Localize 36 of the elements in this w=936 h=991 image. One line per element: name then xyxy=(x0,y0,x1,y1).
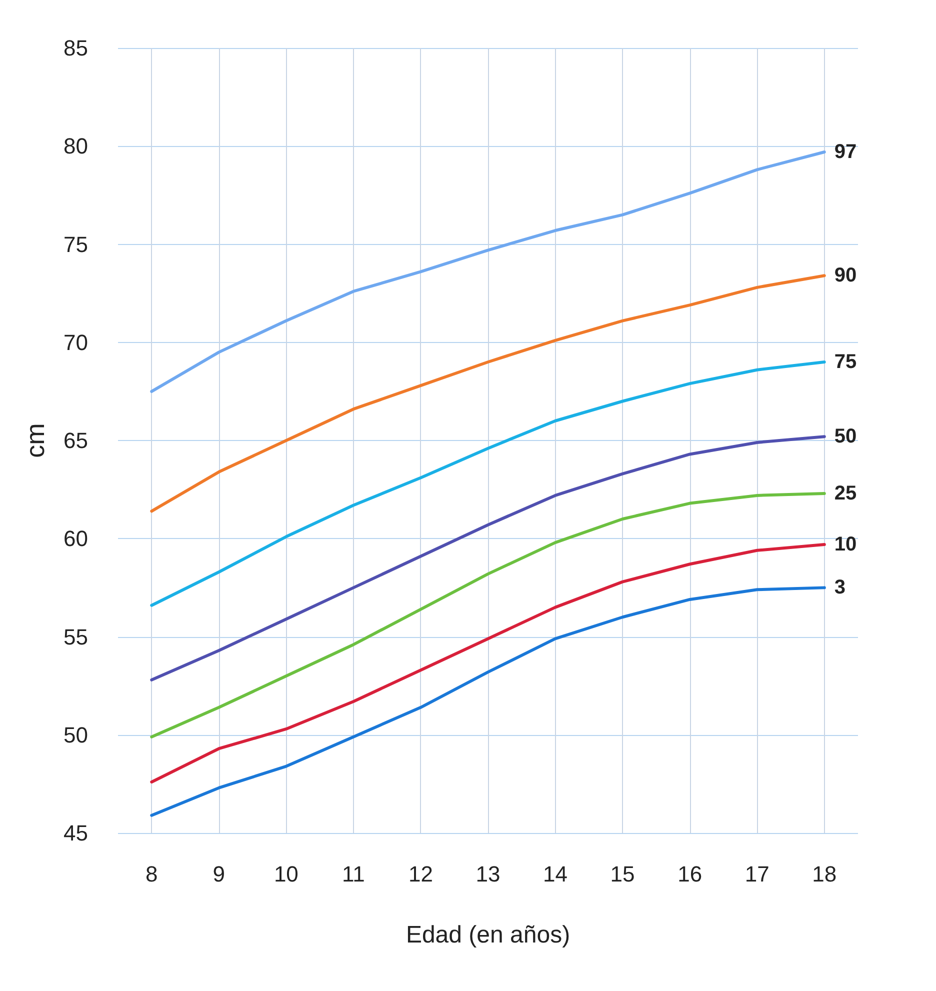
series-label: 3 xyxy=(834,576,846,599)
x-tick-label: 14 xyxy=(543,862,568,886)
y-tick-label: 65 xyxy=(64,428,88,453)
y-tick-label: 45 xyxy=(64,820,88,846)
x-tick-label: 12 xyxy=(408,862,433,886)
series-label: 25 xyxy=(834,482,857,504)
line-series xyxy=(150,150,826,393)
line-series xyxy=(150,543,826,784)
series-label: 90 xyxy=(834,264,857,287)
line-series xyxy=(150,492,826,738)
x-tick-label: 8 xyxy=(146,862,158,886)
line-series xyxy=(150,435,826,682)
y-tick-label: 50 xyxy=(64,722,88,748)
y-tick-label: 80 xyxy=(64,134,88,159)
series-label: 97 xyxy=(834,141,857,164)
line-series xyxy=(150,360,826,607)
y-tick-label: 55 xyxy=(64,624,88,650)
line-series xyxy=(150,586,826,817)
y-tick-label: 60 xyxy=(64,526,88,552)
line-series xyxy=(150,274,826,513)
x-tick-label: 13 xyxy=(476,862,500,886)
x-tick-label: 15 xyxy=(610,862,635,886)
y-tick-label: 70 xyxy=(64,330,88,355)
y-axis-title: cm xyxy=(20,423,50,458)
series-label: 10 xyxy=(834,534,857,556)
x-tick-label: 17 xyxy=(744,862,770,886)
y-tick-label: 85 xyxy=(64,36,88,60)
x-tick-label: 11 xyxy=(342,862,365,886)
x-tick-label: 9 xyxy=(212,862,226,886)
y-tick-label: 75 xyxy=(64,232,88,257)
x-tick-label: 18 xyxy=(812,862,837,886)
series-label: 50 xyxy=(834,426,857,448)
series-label: 75 xyxy=(834,351,857,373)
x-tick-label: 10 xyxy=(274,862,298,886)
x-axis-title: Edad (en años) xyxy=(406,922,570,948)
x-tick-label: 16 xyxy=(678,862,702,886)
